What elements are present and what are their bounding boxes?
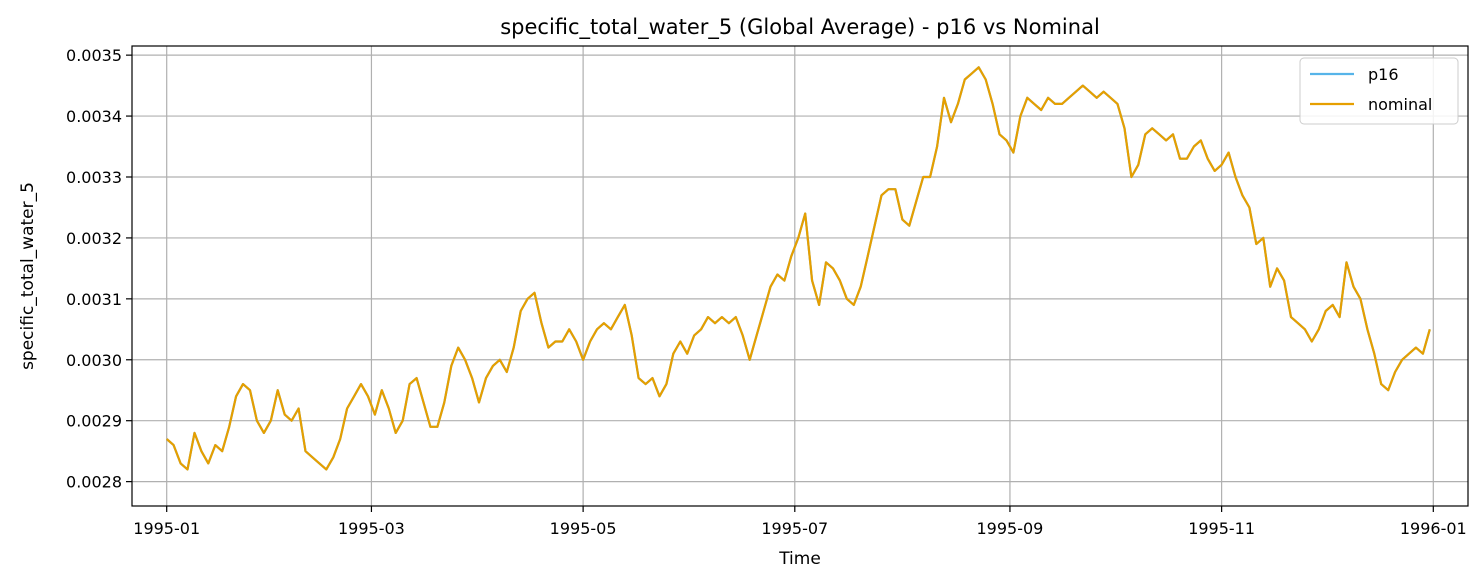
y-tick-label: 0.0029 (66, 412, 122, 431)
y-tick-label: 0.0031 (66, 290, 122, 309)
x-tick-label: 1995-07 (761, 519, 828, 538)
y-tick-label: 0.0034 (66, 107, 122, 126)
x-tick-label: 1995-11 (1188, 519, 1255, 538)
y-axis-label: specific_total_water_5 (18, 182, 38, 370)
y-tick-label: 0.0030 (66, 351, 122, 370)
legend-label-p16: p16 (1368, 65, 1399, 84)
y-tick-label: 0.0028 (66, 473, 122, 492)
plot-frame (131, 45, 1469, 507)
legend-label-nominal: nominal (1368, 95, 1432, 114)
series-line-p16 (165, 66, 1431, 471)
y-tick-label: 0.0035 (66, 46, 122, 65)
x-axis-label: Time (778, 549, 821, 569)
legend: p16 nominal (1299, 57, 1459, 125)
x-axis-ticks: 1995-01 1995-03 1995-05 1995-07 1995-09 1995-… (133, 506, 1467, 538)
x-tick-label: 1995-09 (977, 519, 1044, 538)
series-layer (165, 66, 1431, 471)
grid (132, 46, 1468, 506)
x-tick-label: 1996-01 (1400, 519, 1467, 538)
chart-title: specific_total_water_5 (Global Average) … (500, 15, 1100, 40)
x-tick-label: 1995-03 (338, 519, 405, 538)
y-axis-ticks: 0.0028 0.0029 0.0030 0.0031 0.0032 0.0033 0.00… (66, 46, 132, 492)
x-tick-label: 1995-05 (550, 519, 617, 538)
x-tick-label: 1995-01 (133, 519, 200, 538)
y-tick-label: 0.0033 (66, 168, 122, 187)
y-tick-label: 0.0032 (66, 229, 122, 248)
series-line-nominal (165, 66, 1431, 471)
